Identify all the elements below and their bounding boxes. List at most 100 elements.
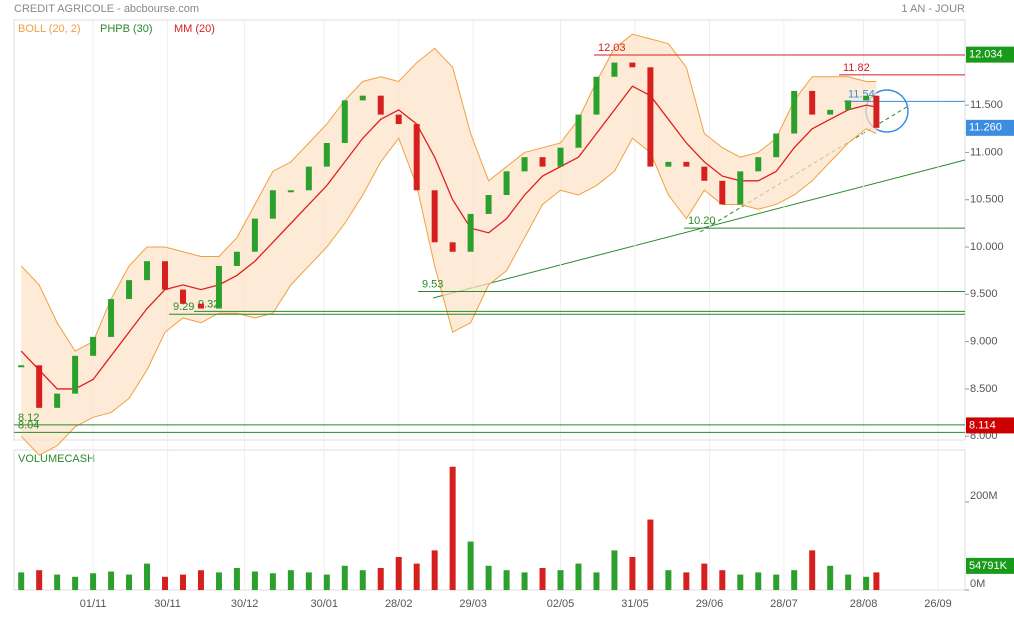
x-tick-label: 28/02 [385, 598, 413, 610]
volume-bar [72, 576, 79, 590]
volume-bar [575, 563, 582, 590]
candle [162, 261, 169, 290]
header-period: 1 AN - JOUR [901, 3, 965, 15]
volume-bar [413, 563, 420, 590]
volume-bar [873, 572, 880, 590]
y-tick-label: 9.000 [970, 336, 998, 348]
volume-bar [737, 574, 744, 590]
y-tick-label: 11.000 [970, 146, 1003, 158]
level-label: 8.12 [18, 412, 39, 424]
volume-bar [197, 570, 204, 590]
legend-mm: MM (20) [174, 23, 215, 35]
candle [215, 265, 222, 309]
volume-bar [557, 570, 564, 590]
x-tick-label: 30/01 [310, 598, 338, 610]
volume-bar [431, 550, 438, 590]
x-tick-label: 26/09 [924, 598, 952, 610]
x-tick-label: 28/07 [770, 598, 798, 610]
candle [773, 133, 780, 158]
candle [593, 76, 600, 115]
candle [305, 166, 312, 191]
candle [359, 95, 366, 101]
volume-bar [323, 574, 330, 590]
candle [323, 142, 330, 167]
x-tick-label: 29/06 [696, 598, 724, 610]
volume-bar [773, 574, 780, 590]
candle [197, 303, 204, 309]
price-marker [966, 46, 1014, 63]
volume-title: VOLUMECASH [18, 453, 95, 465]
candle [503, 171, 510, 195]
price-marker-label: 54791K [969, 560, 1008, 572]
header-title: CREDIT AGRICOLE - abcbourse.com [14, 3, 199, 15]
candle [251, 218, 258, 252]
candle [54, 393, 61, 408]
volume-bar [395, 556, 402, 590]
volume-bar [539, 567, 546, 590]
candle [431, 190, 438, 243]
volume-bar [377, 567, 384, 590]
candle [144, 261, 151, 281]
volume-bar [791, 570, 798, 590]
volume-bar [233, 567, 240, 590]
bollinger-band [21, 34, 877, 456]
x-tick-label: 01/11 [80, 598, 107, 610]
volume-bar [341, 565, 348, 590]
candle [873, 95, 880, 128]
volume-bar [611, 550, 618, 590]
candle [719, 180, 726, 205]
volume-bar [593, 572, 600, 590]
volume-bar [36, 570, 43, 590]
level-label: 10.20 [688, 215, 716, 227]
level-label: 11.82 [843, 62, 870, 74]
volume-bar [755, 572, 762, 590]
candle [701, 166, 708, 181]
volume-bar [467, 541, 474, 590]
candle [791, 90, 798, 134]
candle [126, 280, 133, 300]
candle [755, 157, 762, 172]
y-tick-label: 0M [970, 578, 985, 590]
volume-bar [683, 572, 690, 590]
candle [539, 157, 546, 167]
price-marker-label: 12.034 [969, 49, 1003, 61]
volume-bar [108, 571, 115, 590]
level-label: 11.54 [848, 88, 875, 100]
candle [845, 100, 852, 110]
y-tick-label: 11.500 [970, 99, 1003, 111]
candle [485, 195, 492, 214]
price-marker [966, 119, 1014, 136]
candle [18, 365, 25, 368]
candle [287, 190, 294, 193]
volume-bar [719, 570, 726, 590]
legend-boll: BOLL (20, 2) [18, 23, 81, 35]
volume-bar [647, 519, 654, 590]
volume-bar [521, 572, 528, 590]
level-label: 9.53 [422, 278, 443, 290]
volume-bar [485, 565, 492, 590]
volume-bar [359, 570, 366, 590]
volume-bar [18, 572, 25, 590]
candle [467, 213, 474, 252]
volume-bar [90, 573, 97, 590]
candle [737, 171, 744, 205]
x-tick-label: 30/11 [154, 598, 181, 610]
candle [665, 161, 672, 167]
volume-bar [629, 556, 636, 590]
volume-bar [845, 574, 852, 590]
volume-bar [701, 563, 708, 590]
volume-bar [179, 574, 186, 590]
candle [827, 109, 834, 115]
volume-bar [665, 570, 672, 590]
x-tick-label: 29/03 [459, 598, 487, 610]
candle [341, 100, 348, 143]
volume-bar [305, 572, 312, 590]
candle [108, 299, 115, 337]
level-label: 8.04 [18, 419, 39, 431]
price-marker [966, 557, 1014, 574]
volume-bar [54, 574, 61, 590]
volume-bar [251, 571, 258, 590]
volume-bar [269, 573, 276, 590]
candle [449, 242, 456, 252]
candle [72, 355, 79, 394]
